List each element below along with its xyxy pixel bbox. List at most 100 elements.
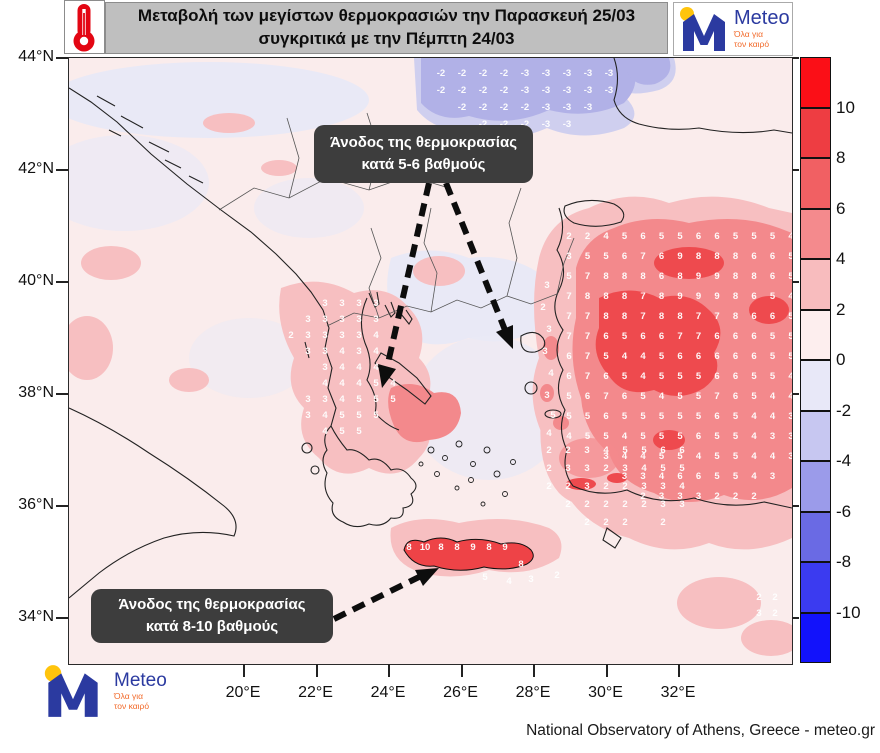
map-value: 4 <box>770 411 776 422</box>
map-value: 6 <box>751 351 756 362</box>
lon-tick <box>243 664 245 677</box>
map-value: 2 <box>640 491 645 502</box>
map-value: 3 <box>584 481 589 492</box>
map-value: 5 <box>788 271 792 282</box>
map-value: 5 <box>622 411 628 422</box>
map-value: 5 <box>733 471 739 482</box>
map-value: 2 <box>603 481 608 492</box>
callout-rise-8-10-line2: κατά 8-10 βαθμούς <box>145 618 279 635</box>
map-value: 6 <box>714 351 719 362</box>
map-value: 7 <box>714 311 719 322</box>
map-value: -3 <box>542 68 550 79</box>
map-value: 5 <box>659 431 665 442</box>
map-value: 2 <box>584 499 589 510</box>
map-value: -3 <box>563 68 571 79</box>
lat-tick-right <box>792 505 799 507</box>
map-value: 3 <box>565 463 570 474</box>
map-value: 4 <box>751 471 757 482</box>
red-dark-field <box>566 247 789 490</box>
map-value: -2 <box>521 102 529 113</box>
map-value: 4 <box>622 351 628 362</box>
map-value: 8 <box>406 542 411 553</box>
map-value: 6 <box>733 331 738 342</box>
map-value: 5 <box>339 410 345 421</box>
colorbar-segment <box>800 562 831 613</box>
map-value: 3 <box>659 491 664 502</box>
map-value: 3 <box>339 314 344 325</box>
arrow-to-central-greece <box>385 182 432 364</box>
lon-label: 30°E <box>588 684 623 701</box>
map-value: -2 <box>479 85 487 96</box>
attribution-text: National Observatory of Athens, Greece -… <box>526 722 875 739</box>
map-value: 6 <box>751 251 756 262</box>
lat-label: 36°N <box>18 496 54 513</box>
map-value: 8 <box>518 559 523 570</box>
map-value: 3 <box>544 280 549 291</box>
map-value: 5 <box>751 391 757 402</box>
map-value: 2 <box>565 445 570 456</box>
map-value: -3 <box>584 102 592 113</box>
map-value: -2 <box>458 102 466 113</box>
lat-tick <box>56 57 68 59</box>
map-value: 3 <box>696 491 701 502</box>
map-value: 4 <box>659 471 665 482</box>
colorbar-segment <box>800 208 831 259</box>
map-value: 4 <box>339 378 345 389</box>
map-value: -3 <box>521 68 529 79</box>
map-value: 3 <box>356 314 361 325</box>
meteo-tagline-line2: τον καιρό <box>734 39 770 49</box>
map-value: 2 <box>565 499 570 510</box>
meteo-tagline-line2: τον καιρό <box>114 700 150 711</box>
map-value: 5 <box>603 251 609 262</box>
arrowhead-crete <box>415 568 439 586</box>
callout-rise-5-6-line1: Άνοδος της θερμοκρασίας <box>330 134 517 152</box>
colorbar-label: -8 <box>836 552 852 571</box>
map-value: 5 <box>373 394 379 405</box>
map-value: 2 <box>554 570 559 581</box>
map-value: 5 <box>788 331 792 342</box>
meteo-m-icon <box>44 665 98 717</box>
map-value: 2 <box>288 330 293 341</box>
map-value: -2 <box>479 68 487 79</box>
map-value: 2 <box>584 517 589 528</box>
map-value: 3 <box>566 251 571 262</box>
colorbar-label: -6 <box>836 501 852 521</box>
map-value: 4 <box>641 463 647 474</box>
map-value: 8 <box>751 271 756 282</box>
map-value: 4 <box>390 378 396 389</box>
lon-tick <box>460 664 463 677</box>
map-value: 5 <box>770 231 776 242</box>
map-value: 6 <box>603 331 608 342</box>
map-value: 6 <box>660 445 665 456</box>
map-value: 5 <box>356 410 362 421</box>
map-value: 6 <box>733 391 738 402</box>
map-value: 5 <box>660 463 666 474</box>
map-value: 3 <box>584 445 589 456</box>
map-value: 9 <box>696 271 701 282</box>
map-value: 3 <box>542 346 547 357</box>
colorbar-label: 2 <box>836 299 846 319</box>
map-value: 3 <box>305 346 310 357</box>
map-value: 3 <box>322 394 327 405</box>
map-value: 4 <box>788 371 792 382</box>
lat-label: 40°N <box>18 272 54 289</box>
map-value: 4 <box>696 451 702 462</box>
map-value: 7 <box>585 331 590 342</box>
map-value: 4 <box>622 431 628 442</box>
map-value: 6 <box>770 271 775 282</box>
callout-rise-8-10: Άνοδος της θερμοκρασίας κατά 8-10 βαθμού… <box>91 589 333 643</box>
map-value: 7 <box>603 391 608 402</box>
map-value: 4 <box>603 231 609 242</box>
map-value: 4 <box>640 451 646 462</box>
map-value: 7 <box>677 331 682 342</box>
map-value: 8 <box>714 251 719 262</box>
map-value: -3 <box>563 102 571 113</box>
map-value: -2 <box>521 119 529 130</box>
map-value: 7 <box>585 271 590 282</box>
map-value: 3 <box>373 314 378 325</box>
map-value: 7 <box>696 311 701 322</box>
map-value: 3 <box>528 574 533 585</box>
arrow-to-crete <box>332 573 423 622</box>
map-value: 5 <box>622 445 628 456</box>
map-value: 3 <box>356 330 361 341</box>
